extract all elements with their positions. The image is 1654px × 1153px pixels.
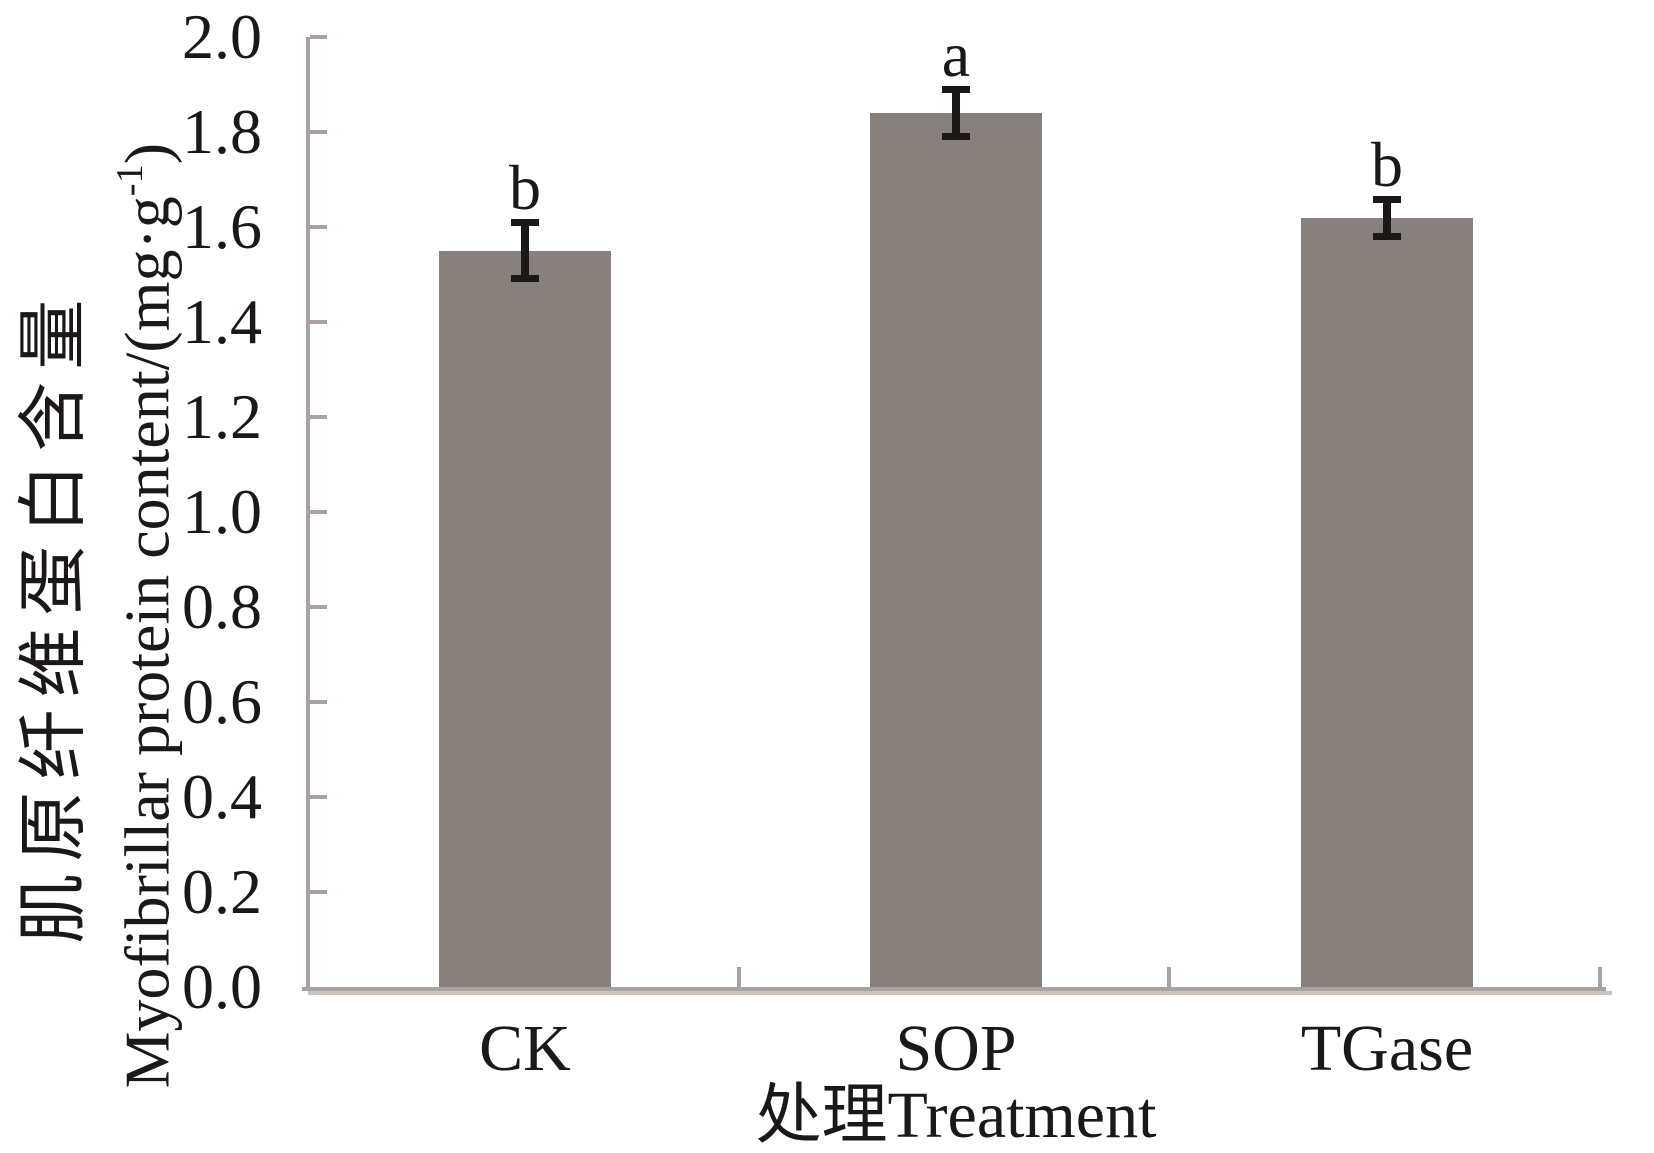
y-tick [310,130,327,134]
x-axis-line [302,987,1606,991]
y-axis-title-chinese: 肌原纤维蛋白含量 [16,288,94,944]
error-bar-top-cap-tgase [1373,195,1401,203]
bar-sop [870,113,1042,987]
y-tick [310,225,327,229]
error-bar-top-cap-sop [942,86,970,94]
y-tick [310,605,327,609]
error-bar-stem-ck [521,222,529,280]
sig-letter-tgase: b [1371,128,1403,200]
y-tick-label: 2.0 [182,1,262,72]
y-tick-label: 0.0 [182,951,262,1022]
y-tick-label: 0.2 [182,856,262,927]
x-category-label-ck: CK [479,1012,571,1085]
x-tick [1167,967,1171,987]
y-tick [310,795,327,799]
sig-letter-ck: b [509,152,541,224]
error-bar-top-cap-ck [511,219,539,227]
y-tick [310,700,327,704]
y-tick-label: 0.8 [182,571,262,642]
x-tick [1598,967,1602,987]
y-tick-label: 1.2 [182,381,262,452]
y-tick-label: 0.4 [182,761,262,832]
y-tick [310,890,327,894]
y-axis-line [306,37,310,991]
bar-tgase [1301,217,1473,987]
y-tick [310,35,327,39]
x-tick [737,967,741,987]
y-tick-label: 0.6 [182,666,262,737]
error-bar-bottom-cap-sop [942,132,970,140]
y-tick [310,510,327,514]
x-category-label-tgase: TGase [1300,1012,1474,1085]
y-tick-label: 1.0 [182,476,262,547]
y-tick-label: 1.8 [182,96,262,167]
x-axis-shadow [308,991,1612,995]
y-tick-label: 1.4 [182,286,262,357]
y-tick [310,415,327,419]
error-bar-stem-sop [952,89,960,137]
bar-ck [439,250,611,987]
error-bar-bottom-cap-ck [511,275,539,283]
sig-letter-sop: a [941,19,971,91]
error-bar-bottom-cap-tgase [1373,232,1401,240]
x-axis-title: 处理Treatment [755,1079,1157,1152]
x-category-label-sop: SOP [895,1012,1017,1085]
y-tick-label: 1.6 [182,191,262,262]
y-tick [310,320,327,324]
error-bar-stem-tgase [1383,198,1391,237]
